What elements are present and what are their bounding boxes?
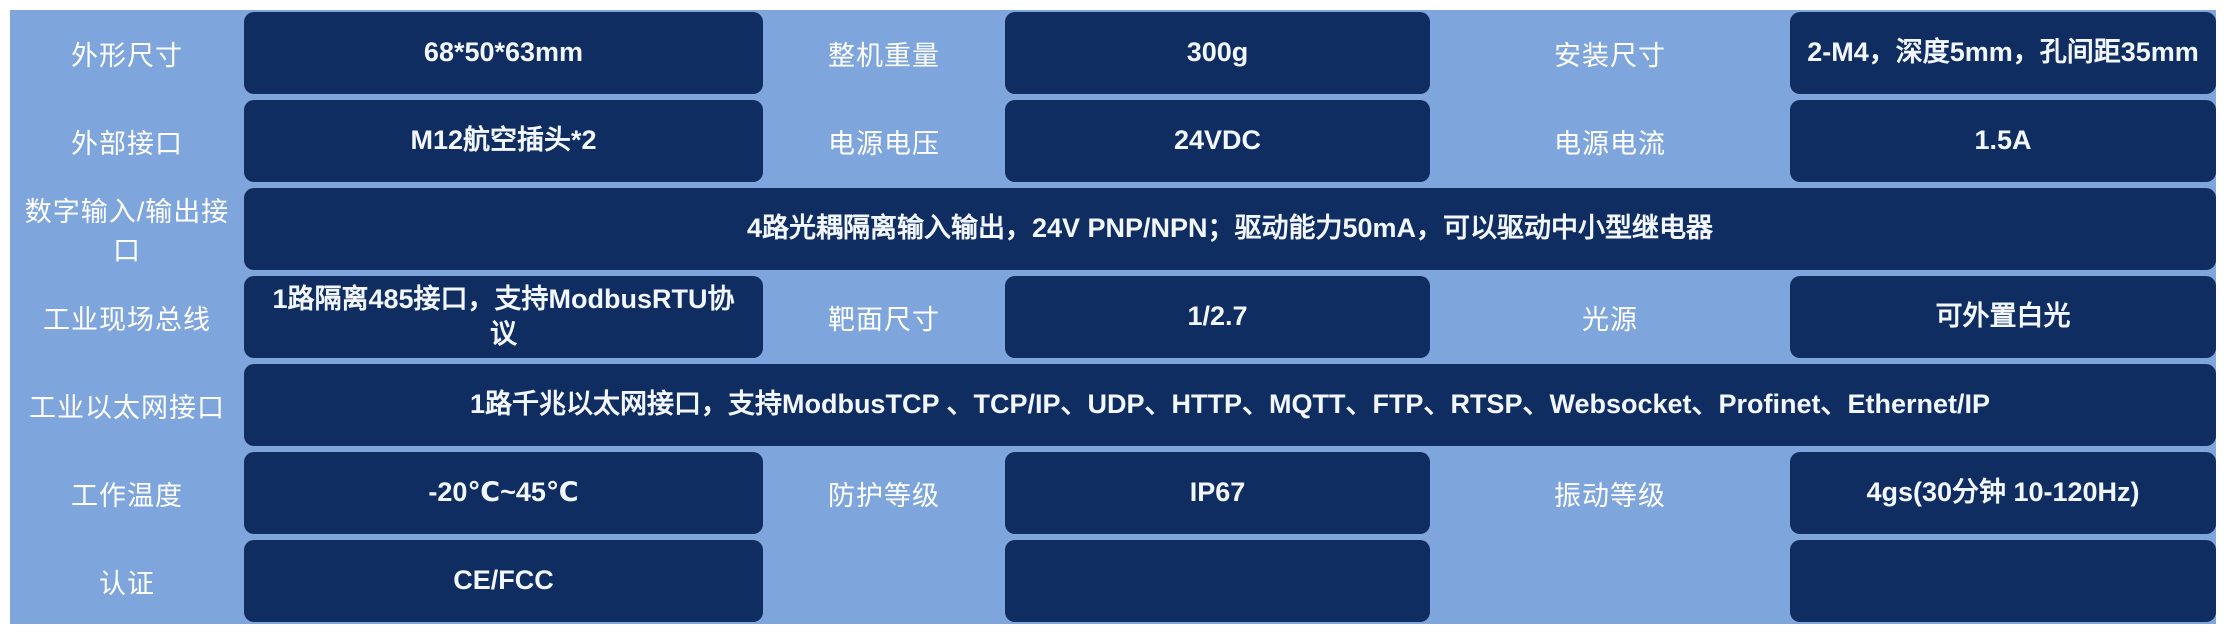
table-row: 外部接口 M12航空插头*2 电源电压 24VDC 电源电流 1.5A bbox=[10, 100, 2216, 182]
value-light-source: 可外置白光 bbox=[1790, 276, 2216, 358]
value-sensor-size: 1/2.7 bbox=[1005, 276, 1430, 358]
value-vibration-rating: 4gs(30分钟 10-120Hz) bbox=[1790, 452, 2216, 534]
label-fieldbus: 工业现场总线 bbox=[43, 304, 211, 335]
label-supply-voltage: 电源电压 bbox=[828, 128, 940, 159]
table-row: 工业以太网接口 1路千兆以太网接口，支持ModbusTCP 、TCP/IP、UD… bbox=[10, 364, 2216, 446]
label-certification: 认证 bbox=[99, 568, 155, 599]
label-external-interface: 外部接口 bbox=[71, 128, 183, 159]
label-operating-temperature: 工作温度 bbox=[71, 480, 183, 511]
empty-label-cell bbox=[1430, 540, 1790, 622]
value-weight: 300g bbox=[1005, 12, 1430, 94]
value-industrial-ethernet: 1路千兆以太网接口，支持ModbusTCP 、TCP/IP、UDP、HTTP、M… bbox=[244, 364, 2216, 446]
value-mounting-size: 2-M4，深度5mm，孔间距35mm bbox=[1790, 12, 2216, 94]
value-overall-size: 68*50*63mm bbox=[244, 12, 763, 94]
value-digital-io: 4路光耦隔离输入输出，24V PNP/NPN；驱动能力50mA，可以驱动中小型继… bbox=[244, 188, 2216, 270]
value-operating-temperature: -20℃~45℃ bbox=[244, 452, 763, 534]
label-mounting-size: 安装尺寸 bbox=[1554, 40, 1666, 71]
label-light-source: 光源 bbox=[1582, 304, 1638, 335]
label-protection-rating: 防护等级 bbox=[828, 480, 940, 511]
label-digital-io: 数字输入/输出接口 bbox=[24, 197, 230, 266]
label-vibration-rating: 振动等级 bbox=[1554, 480, 1666, 511]
empty-value-cell bbox=[1790, 540, 2216, 622]
table-row: 数字输入/输出接口 4路光耦隔离输入输出，24V PNP/NPN；驱动能力50m… bbox=[10, 188, 2216, 270]
table-row: 外形尺寸 68*50*63mm 整机重量 300g 安装尺寸 2-M4，深度5m… bbox=[10, 12, 2216, 94]
value-protection-rating: IP67 bbox=[1005, 452, 1430, 534]
value-certification: CE/FCC bbox=[244, 540, 763, 622]
value-external-interface: M12航空插头*2 bbox=[244, 100, 763, 182]
value-supply-current: 1.5A bbox=[1790, 100, 2216, 182]
spec-table: 外形尺寸 68*50*63mm 整机重量 300g 安装尺寸 2-M4，深度5m… bbox=[10, 10, 2216, 624]
label-weight: 整机重量 bbox=[828, 40, 940, 71]
label-supply-current: 电源电流 bbox=[1554, 128, 1666, 159]
table-row: 工业现场总线 1路隔离485接口，支持ModbusRTU协议 靶面尺寸 1/2.… bbox=[10, 276, 2216, 358]
value-fieldbus: 1路隔离485接口，支持ModbusRTU协议 bbox=[244, 276, 763, 358]
label-overall-size: 外形尺寸 bbox=[71, 40, 183, 71]
label-sensor-size: 靶面尺寸 bbox=[828, 304, 940, 335]
empty-value-cell bbox=[1005, 540, 1430, 622]
value-supply-voltage: 24VDC bbox=[1005, 100, 1430, 182]
label-industrial-ethernet: 工业以太网接口 bbox=[29, 392, 225, 423]
empty-label-cell bbox=[763, 540, 1005, 622]
table-row: 工作温度 -20℃~45℃ 防护等级 IP67 振动等级 4gs(30分钟 10… bbox=[10, 452, 2216, 534]
table-row: 认证 CE/FCC bbox=[10, 540, 2216, 622]
